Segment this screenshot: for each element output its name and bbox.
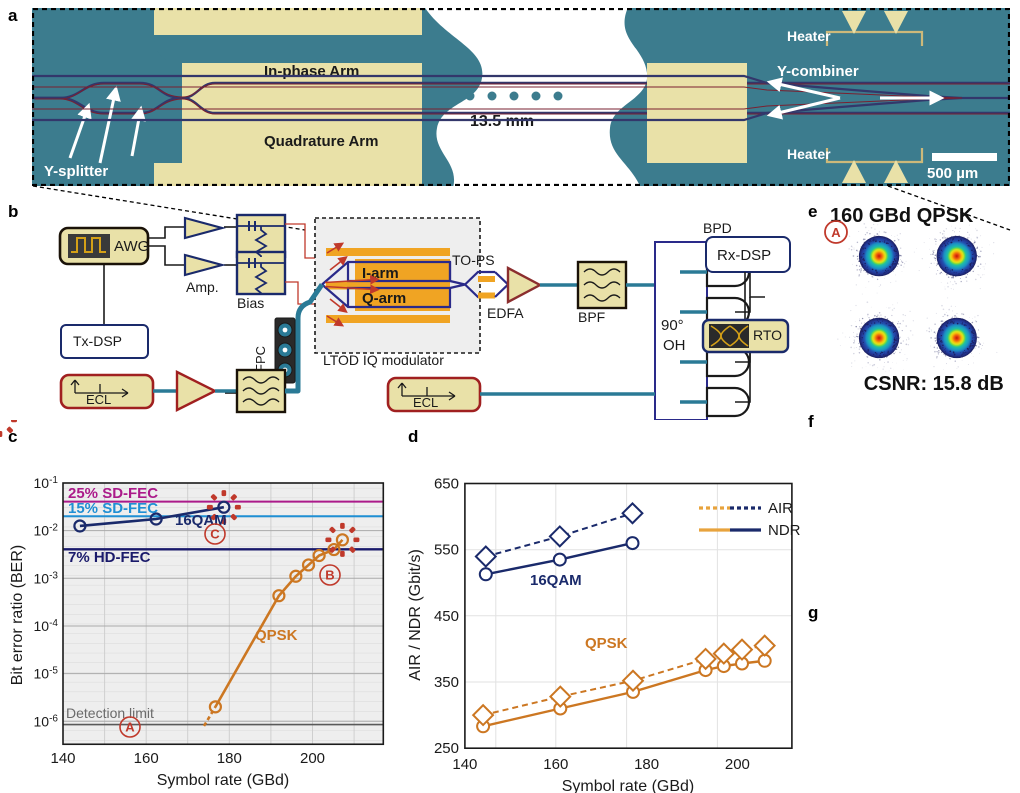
svg-text:A: A xyxy=(831,225,841,240)
svg-text:200: 200 xyxy=(725,756,750,773)
svg-text:16QAM: 16QAM xyxy=(530,572,582,589)
svg-text:ECL: ECL xyxy=(86,392,111,407)
svg-text:550: 550 xyxy=(434,542,459,559)
svg-text:BPF: BPF xyxy=(578,309,605,325)
svg-text:140: 140 xyxy=(50,750,75,767)
svg-text:10-1: 10-1 xyxy=(34,475,59,492)
svg-text:Q-arm: Q-arm xyxy=(362,290,406,307)
svg-text:OH: OH xyxy=(663,337,686,354)
svg-text:BPD: BPD xyxy=(703,220,732,236)
svg-text:10-5: 10-5 xyxy=(34,665,59,682)
svg-text:160: 160 xyxy=(543,756,568,773)
svg-text:QPSK: QPSK xyxy=(585,635,628,652)
svg-text:Rx-DSP: Rx-DSP xyxy=(717,247,771,264)
svg-text:10-2: 10-2 xyxy=(34,522,59,539)
svg-text:Symbol rate (GBd): Symbol rate (GBd) xyxy=(562,778,694,793)
svg-text:CSNR: 15.8 dB: CSNR: 15.8 dB xyxy=(864,373,1004,395)
svg-text:Amp.: Amp. xyxy=(186,279,219,295)
svg-text:450: 450 xyxy=(434,608,459,625)
svg-text:Bias: Bias xyxy=(237,295,264,311)
svg-text:C: C xyxy=(210,527,220,542)
svg-text:QPSK: QPSK xyxy=(255,627,298,644)
svg-text:NDR: NDR xyxy=(768,522,801,539)
svg-text:A: A xyxy=(125,720,135,735)
svg-text:AIR: AIR xyxy=(768,500,793,517)
svg-text:TO-PS: TO-PS xyxy=(452,252,495,268)
svg-text:160: 160 xyxy=(134,750,159,767)
svg-text:Detection limit: Detection limit xyxy=(66,705,154,721)
svg-text:160 GBd QPSK: 160 GBd QPSK xyxy=(830,205,974,227)
svg-text:200: 200 xyxy=(300,750,325,767)
svg-text:10-4: 10-4 xyxy=(34,617,59,634)
svg-text:Bit error ratio (BER): Bit error ratio (BER) xyxy=(9,545,26,685)
svg-text:140: 140 xyxy=(452,756,477,773)
svg-text:650: 650 xyxy=(434,476,459,493)
svg-text:10-3: 10-3 xyxy=(34,570,59,587)
svg-text:AWG: AWG xyxy=(114,238,149,255)
svg-text:Symbol rate (GBd): Symbol rate (GBd) xyxy=(157,772,289,789)
svg-text:ECL: ECL xyxy=(413,395,438,410)
svg-text:7% HD-FEC: 7% HD-FEC xyxy=(68,549,151,566)
svg-text:10-6: 10-6 xyxy=(34,713,59,730)
svg-text:FPC: FPC xyxy=(253,346,268,372)
svg-text:350: 350 xyxy=(434,674,459,691)
svg-text:180: 180 xyxy=(634,756,659,773)
svg-text:90°: 90° xyxy=(661,317,684,334)
svg-text:AIR / NDR (Gbit/s): AIR / NDR (Gbit/s) xyxy=(407,549,424,681)
svg-text:B: B xyxy=(325,568,334,583)
svg-text:EDFA: EDFA xyxy=(487,305,524,321)
svg-text:LTOD IQ modulator: LTOD IQ modulator xyxy=(323,352,444,368)
svg-text:15% SD-FEC: 15% SD-FEC xyxy=(68,500,158,517)
svg-text:180: 180 xyxy=(217,750,242,767)
svg-text:250: 250 xyxy=(434,740,459,757)
svg-text:RTO: RTO xyxy=(753,327,782,343)
svg-text:Tx-DSP: Tx-DSP xyxy=(73,333,122,349)
